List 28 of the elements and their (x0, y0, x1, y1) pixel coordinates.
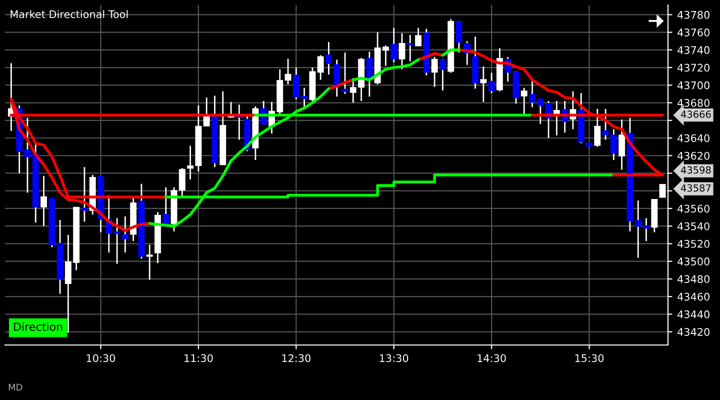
text: 43587 (680, 184, 711, 192)
y-tick-label: 43500 (678, 258, 710, 266)
y-tick-label: 43720 (678, 64, 710, 72)
x-tick-label: 15:30 (575, 354, 604, 362)
y-tick-label: 43700 (678, 81, 710, 90)
y-tick-label: 43780 (678, 10, 710, 19)
x-tick-label: 11:30 (184, 354, 213, 362)
annotation: Direction (14, 322, 62, 331)
text: MD (8, 384, 22, 390)
x-tick-label: 14:30 (478, 354, 506, 362)
text: 43666 (680, 110, 711, 118)
y-tick-label: 43420 (678, 328, 710, 336)
y-tick-label: 43460 (678, 292, 710, 301)
y-tick-label: 43540 (678, 222, 710, 230)
x-tick-label: 12:30 (282, 354, 310, 362)
y-tick-label: 43760 (678, 28, 710, 36)
y-tick-label: 43740 (678, 46, 710, 54)
y-tick-label: 43640 (678, 134, 710, 142)
x-tick-label: 13:30 (380, 354, 408, 362)
y-tick-label: 43520 (678, 240, 710, 248)
chart-title: Market Directional Tool (10, 10, 128, 18)
x-tick-label: 10:30 (86, 354, 116, 362)
y-tick-label: 43680 (678, 99, 710, 107)
y-tick-label: 43480 (678, 275, 710, 284)
text: 43598 (680, 166, 711, 174)
y-tick-label: 43440 (678, 310, 710, 318)
y-tick-label: 43560 (678, 204, 710, 213)
y-tick-label: 43620 (678, 152, 710, 160)
